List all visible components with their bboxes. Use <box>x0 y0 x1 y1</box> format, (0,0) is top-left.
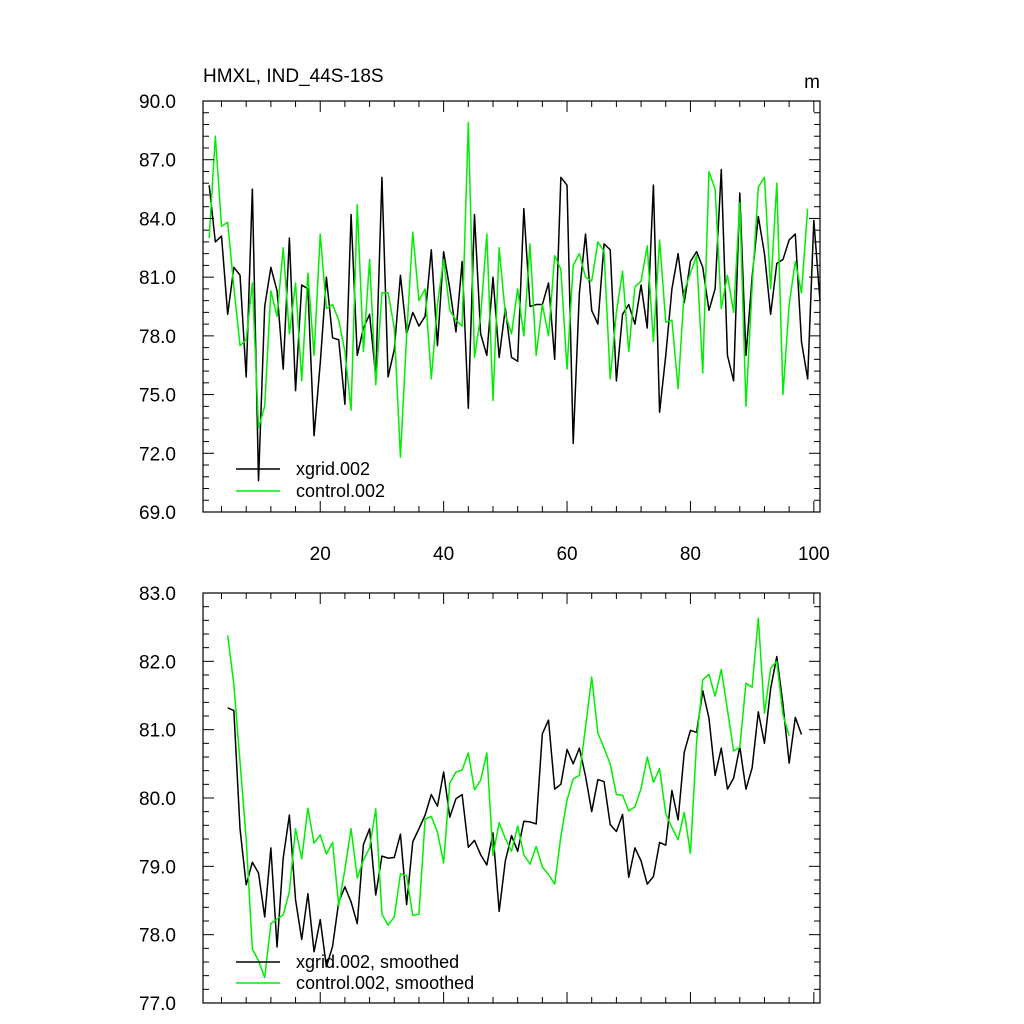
plot-frame <box>202 100 821 513</box>
panel-bottom: 77.0 78.0 79.0 80.0 81.0 82.0 83.0 xgrid.002, … <box>139 584 821 1015</box>
y-tick-label: 83.0 <box>139 584 176 605</box>
legend: xgrid.002, smoothed control.002, smoothe… <box>236 952 474 993</box>
units-label: m <box>804 72 820 93</box>
y-tick-label: 84.0 <box>139 209 176 230</box>
x-tick-label: 20 <box>310 544 331 565</box>
y-tick-label: 72.0 <box>139 444 176 465</box>
x-tick-label: 60 <box>556 544 577 565</box>
y-tick-label: 82.0 <box>139 652 176 673</box>
y-tick-label: 87.0 <box>139 151 176 172</box>
legend-label-control: control.002 <box>296 481 385 501</box>
chart-title: HMXL, IND_44S-18S <box>203 66 384 87</box>
y-tick-label: 81.0 <box>139 721 176 742</box>
series-layer <box>226 617 803 979</box>
y-tick-label: 80.0 <box>139 789 176 810</box>
legend-label-xgrid: xgrid.002 <box>296 459 370 479</box>
legend-label-control-smoothed: control.002, smoothed <box>296 973 474 993</box>
series-line-control <box>226 617 790 979</box>
plot-frame <box>202 592 821 1004</box>
panel-top: HMXL, IND_44S-18S m 69.0 72.0 75.0 78.0 81.0… <box>139 66 830 565</box>
y-tick-label: 75.0 <box>139 386 176 407</box>
x-tick-label: 100 <box>798 544 830 565</box>
series-layer <box>208 121 821 482</box>
y-tick-label: 77.0 <box>139 994 176 1015</box>
y-tick-label: 90.0 <box>139 92 176 113</box>
y-tick-label: 78.0 <box>139 926 176 947</box>
ticks-layer: 69.0 72.0 75.0 78.0 81.0 84.0 87.0 90.0 20 40 60 80… <box>139 92 830 565</box>
y-tick-label: 81.0 <box>139 268 176 289</box>
legend-label-xgrid-smoothed: xgrid.002, smoothed <box>296 952 459 972</box>
y-tick-label: 78.0 <box>139 327 176 348</box>
series-line-xgrid <box>227 655 803 968</box>
y-tick-label: 79.0 <box>139 857 176 878</box>
ticks-layer: 77.0 78.0 79.0 80.0 81.0 82.0 83.0 <box>139 584 820 1015</box>
series-line-xgrid <box>208 168 821 482</box>
legend: xgrid.002 control.002 <box>236 459 385 501</box>
x-tick-label: 40 <box>433 544 454 565</box>
x-tick-label: 80 <box>680 544 701 565</box>
series-line-control <box>208 121 809 458</box>
y-tick-label: 69.0 <box>139 503 176 524</box>
